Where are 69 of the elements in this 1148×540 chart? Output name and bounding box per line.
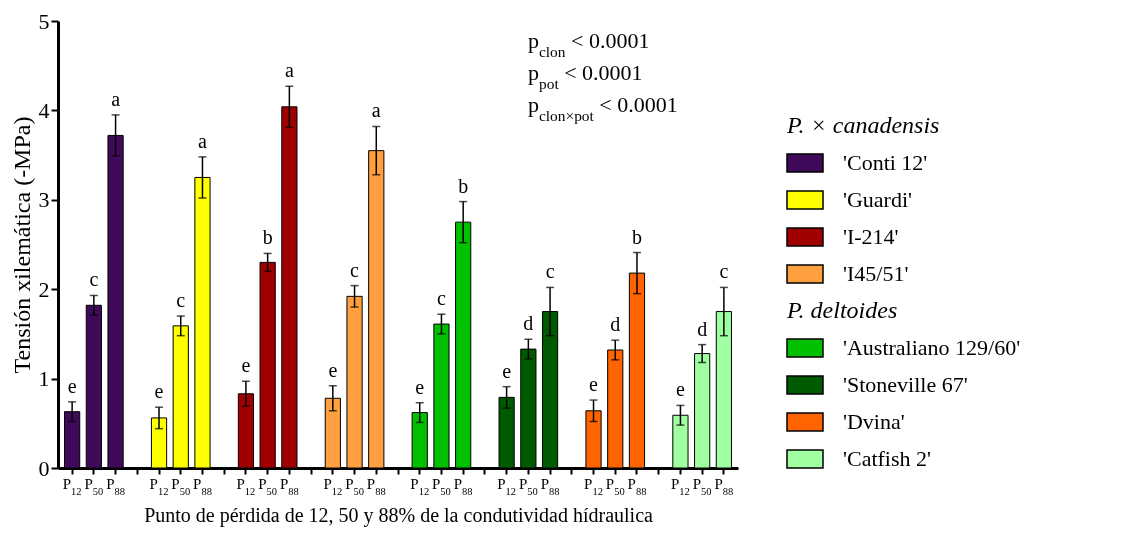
x-tick-label: P$_{12}$ (149, 475, 169, 496)
x-tick-label: P$_{12}$ (410, 475, 430, 496)
data-label: b (458, 174, 469, 197)
x-tick-label: P$_{50}$ (171, 475, 191, 496)
legend-label: 'I45/51' (843, 261, 909, 286)
x-tick-label: P$_{12}$ (584, 475, 603, 496)
data-label: e (415, 375, 425, 398)
data-label: e (675, 378, 685, 401)
y-axis-title: Tensión xilemática (-MPa) (8, 116, 35, 374)
legend-label: 'Stoneville 67' (843, 372, 968, 397)
x-tick-label: P$_{88}$ (453, 475, 473, 496)
x-tick-label: P$_{88}$ (366, 475, 386, 496)
y-tick-label: 4 (38, 97, 50, 123)
data-label: c (89, 268, 99, 291)
text: P. deltoides (786, 297, 898, 323)
x-tick-label: P$_{50}$ (84, 475, 104, 496)
data-label: c (719, 260, 729, 283)
x-tick-label: P$_{88}$ (714, 475, 734, 496)
data-label: d (697, 317, 708, 340)
x-tick-label: P$_{50}$ (692, 475, 712, 496)
x-tick-label: P$_{12}$ (62, 475, 82, 496)
x-tick-label: P$_{12}$ (671, 475, 690, 496)
annotation: p$_{clon}$ < 0.0001 (528, 28, 650, 60)
data-label: d (610, 313, 621, 336)
x-tick-label: P$_{50}$ (432, 475, 451, 496)
data-label: d (523, 312, 534, 335)
x-axis-title: Punto de pérdida de 12, 50 y 88% de la condutividad hídraulica (144, 503, 653, 527)
x-tick-label: P$_{88}$ (193, 475, 212, 496)
data-label: b (631, 225, 642, 248)
data-label: a (371, 99, 381, 122)
x-tick-label: P$_{88}$ (540, 475, 560, 496)
y-tick-label: 1 (38, 366, 50, 392)
x-tick-label: P$_{12}$ (323, 475, 343, 496)
legend-title: P. × canadensis (786, 112, 940, 138)
legend-label: 'Australiano 129/60' (843, 335, 1021, 360)
data-label: e (67, 374, 77, 397)
data-label: e (241, 354, 251, 377)
data-label: e (589, 373, 599, 396)
y-tick-label: 3 (38, 187, 50, 213)
data-label: a (198, 129, 208, 152)
data-label: e (328, 358, 338, 381)
x-tick-label: P$_{88}$ (627, 475, 647, 496)
annotation: p$_{clon×pot}$ < 0.0001 (528, 92, 678, 124)
y-tick-label: 0 (38, 455, 50, 481)
data-label: a (111, 87, 121, 110)
legend-label: 'Guardi' (843, 187, 913, 212)
annotation: p$_{pot}$ < 0.0001 (528, 60, 643, 92)
y-tick-label: 5 (38, 8, 50, 34)
data-label: c (176, 289, 186, 312)
x-tick-label: P$_{50}$ (345, 475, 364, 496)
y-tick-label: 2 (38, 276, 50, 302)
data-label: e (154, 380, 164, 403)
data-label: e (502, 359, 512, 382)
x-tick-label: P$_{50}$ (518, 475, 538, 496)
x-tick-label: P$_{88}$ (106, 475, 125, 496)
data-label: c (545, 260, 555, 283)
data-label: a (284, 59, 294, 82)
data-label: b (262, 226, 273, 249)
x-tick-label: P$_{50}$ (258, 475, 278, 496)
legend-label: 'Conti 12' (843, 150, 928, 175)
x-tick-label: P$_{12}$ (497, 475, 517, 496)
legend-label: 'I-214' (843, 224, 899, 249)
legend-label: 'Catfish 2' (843, 446, 932, 471)
x-tick-label: P$_{50}$ (605, 475, 625, 496)
data-label: c (350, 258, 360, 281)
x-tick-label: P$_{88}$ (279, 475, 299, 496)
data-label: c (437, 287, 447, 310)
x-tick-label: P$_{12}$ (236, 475, 256, 496)
legend-label: 'Dvina' (843, 409, 905, 434)
